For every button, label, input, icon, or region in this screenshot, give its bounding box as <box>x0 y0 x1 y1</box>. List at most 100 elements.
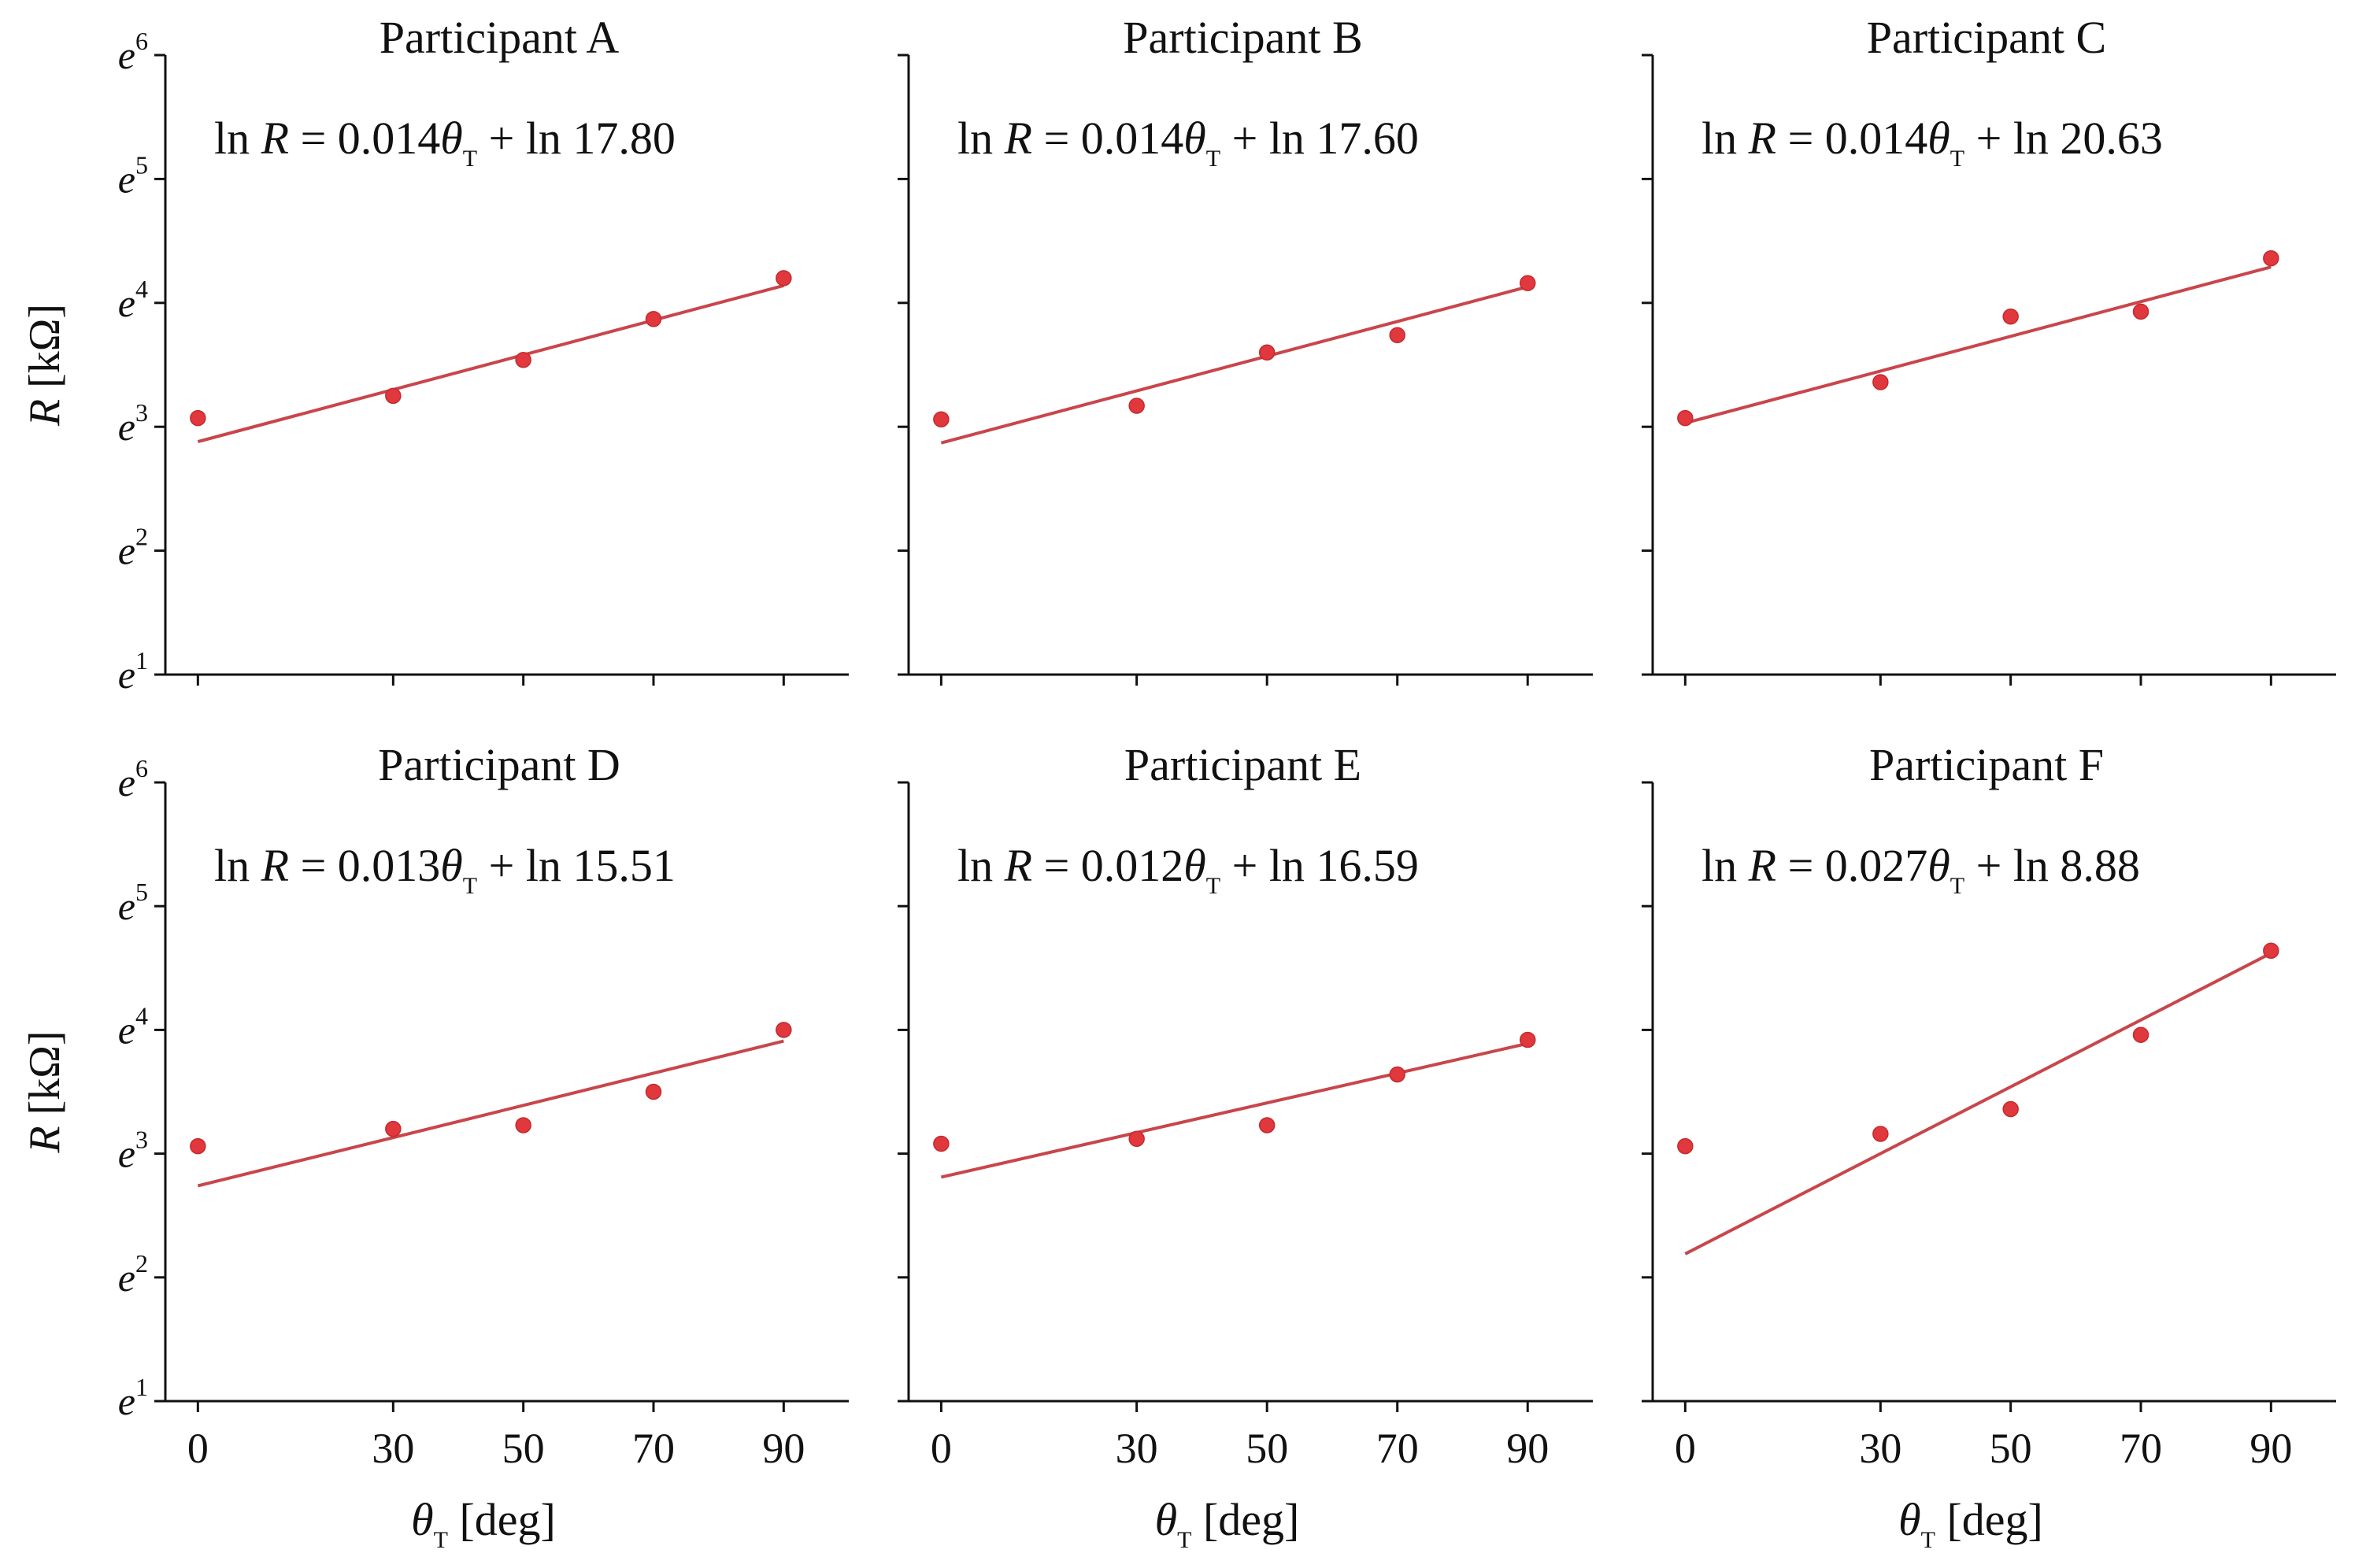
data-point <box>190 409 206 427</box>
y-tick-base: e <box>118 653 135 697</box>
y-tick-base: e <box>118 405 135 449</box>
data-point <box>933 411 950 428</box>
data-point <box>1872 374 1889 390</box>
y-tick-label: e3 <box>118 1126 148 1176</box>
eq-r: R <box>1004 113 1032 164</box>
y-tick-label: e5 <box>118 878 148 928</box>
data-point <box>2002 1100 2019 1118</box>
y-tick-base: e <box>118 760 135 804</box>
subplot-c: Participant C ln R = 0.014θT + ln 20.63 <box>1642 12 2336 686</box>
y-tick-label: e2 <box>118 523 148 573</box>
data-point <box>645 311 662 327</box>
data-point <box>1128 1130 1145 1147</box>
x-tick-label: 0 <box>187 1425 209 1472</box>
x-label-subscript: T <box>1921 1527 1935 1553</box>
y-tick-exponent: 3 <box>135 1126 148 1154</box>
subplot-title: Participant A <box>380 12 620 63</box>
eq-theta: θ <box>440 113 463 164</box>
data-point <box>776 1022 792 1038</box>
x-tick-label: 70 <box>632 1425 675 1472</box>
y-tick-label: e6 <box>118 754 148 804</box>
data-point <box>645 1083 662 1100</box>
data-point <box>2002 308 2019 325</box>
x-tick-label: 90 <box>762 1425 805 1472</box>
eq-subscript-t: T <box>1950 873 1964 899</box>
data-point <box>1258 1117 1276 1133</box>
x-tick-label: 70 <box>1376 1425 1419 1472</box>
fit-equation: ln R = 0.013θT + ln 15.51 <box>214 840 676 899</box>
eq-ln: ln <box>957 113 1005 164</box>
y-tick-exponent: 6 <box>135 754 148 782</box>
x-label-subscript: T <box>434 1527 448 1553</box>
data-point <box>776 270 792 287</box>
x-tick-label: 90 <box>2249 1425 2292 1472</box>
fit-equation: ln R = 0.014θT + ln 17.60 <box>957 113 1419 172</box>
y-tick-label: e1 <box>118 646 148 697</box>
x-label-theta: θ <box>1155 1494 1178 1545</box>
data-point <box>1677 1137 1694 1155</box>
y-tick-label: e2 <box>118 1249 148 1300</box>
eq-intercept: + ln 15.51 <box>477 840 676 891</box>
y-tick-base: e <box>118 884 135 928</box>
y-tick-exponent: 6 <box>135 27 148 55</box>
fit-line <box>1684 265 2272 425</box>
subplot-title: Participant C <box>1867 12 2106 63</box>
eq-ln: ln <box>1701 113 1749 164</box>
eq-r: R <box>261 840 289 891</box>
eq-slope: = 0.014 <box>1032 113 1183 164</box>
x-tick-label: 50 <box>502 1425 545 1472</box>
data-point <box>2132 1026 2149 1043</box>
eq-intercept: + ln 20.63 <box>1964 113 2163 164</box>
y-tick-exponent: 2 <box>135 1249 148 1278</box>
eq-subscript-t: T <box>1206 873 1220 899</box>
x-tick-label: 0 <box>1675 1425 1696 1472</box>
data-point <box>1128 398 1145 414</box>
data-point <box>1258 344 1276 361</box>
eq-subscript-t: T <box>1206 146 1220 172</box>
eq-subscript-t: T <box>463 873 477 899</box>
x-axis-label: θT [deg] <box>1155 1494 1300 1553</box>
eq-slope: = 0.013 <box>289 840 440 891</box>
y-tick-base: e <box>118 157 135 201</box>
eq-theta: θ <box>1183 113 1206 164</box>
eq-intercept: + ln 16.59 <box>1220 840 1419 891</box>
eq-intercept: + ln 17.80 <box>477 113 676 164</box>
eq-r: R <box>1748 113 1776 164</box>
data-point <box>1872 1126 1889 1142</box>
eq-ln: ln <box>214 840 261 891</box>
subplot-b: Participant B ln R = 0.014θT + ln 17.60 <box>898 12 1593 686</box>
y-axis-label: R [kΩ] <box>20 304 69 427</box>
x-label-unit: [deg] <box>1191 1494 1299 1545</box>
fit-line <box>197 1039 784 1188</box>
data-point <box>2263 250 2279 267</box>
data-point <box>1677 409 1694 427</box>
x-tick-label: 50 <box>1990 1425 2032 1472</box>
x-tick-label: 30 <box>1116 1425 1158 1472</box>
fit-line <box>940 1041 1528 1179</box>
data-point <box>515 351 531 368</box>
eq-theta: θ <box>1927 840 1950 891</box>
x-label-theta: θ <box>411 1494 434 1545</box>
x-label-subscript: T <box>1177 1527 1191 1553</box>
y-tick-base: e <box>118 1132 135 1176</box>
data-point <box>515 1117 531 1133</box>
fit-line <box>940 285 1528 445</box>
y-tick-label: e4 <box>118 275 148 325</box>
y-tick-exponent: 2 <box>135 523 148 551</box>
x-label-unit: [deg] <box>448 1494 556 1545</box>
subplot-title: Participant F <box>1869 739 2104 790</box>
subplot-title: Participant D <box>378 739 620 790</box>
subplot-title: Participant B <box>1123 12 1362 63</box>
eq-theta: θ <box>440 840 463 891</box>
y-tick-base: e <box>118 33 135 77</box>
x-tick-label: 30 <box>372 1425 414 1472</box>
fit-equation: ln R = 0.014θT + ln 17.80 <box>214 113 676 172</box>
x-label-unit: [deg] <box>1935 1494 2043 1545</box>
fit-equation: ln R = 0.014θT + ln 20.63 <box>1701 113 2163 172</box>
y-tick-base: e <box>118 1379 135 1423</box>
eq-ln: ln <box>957 840 1005 891</box>
y-tick-base: e <box>118 1008 135 1052</box>
